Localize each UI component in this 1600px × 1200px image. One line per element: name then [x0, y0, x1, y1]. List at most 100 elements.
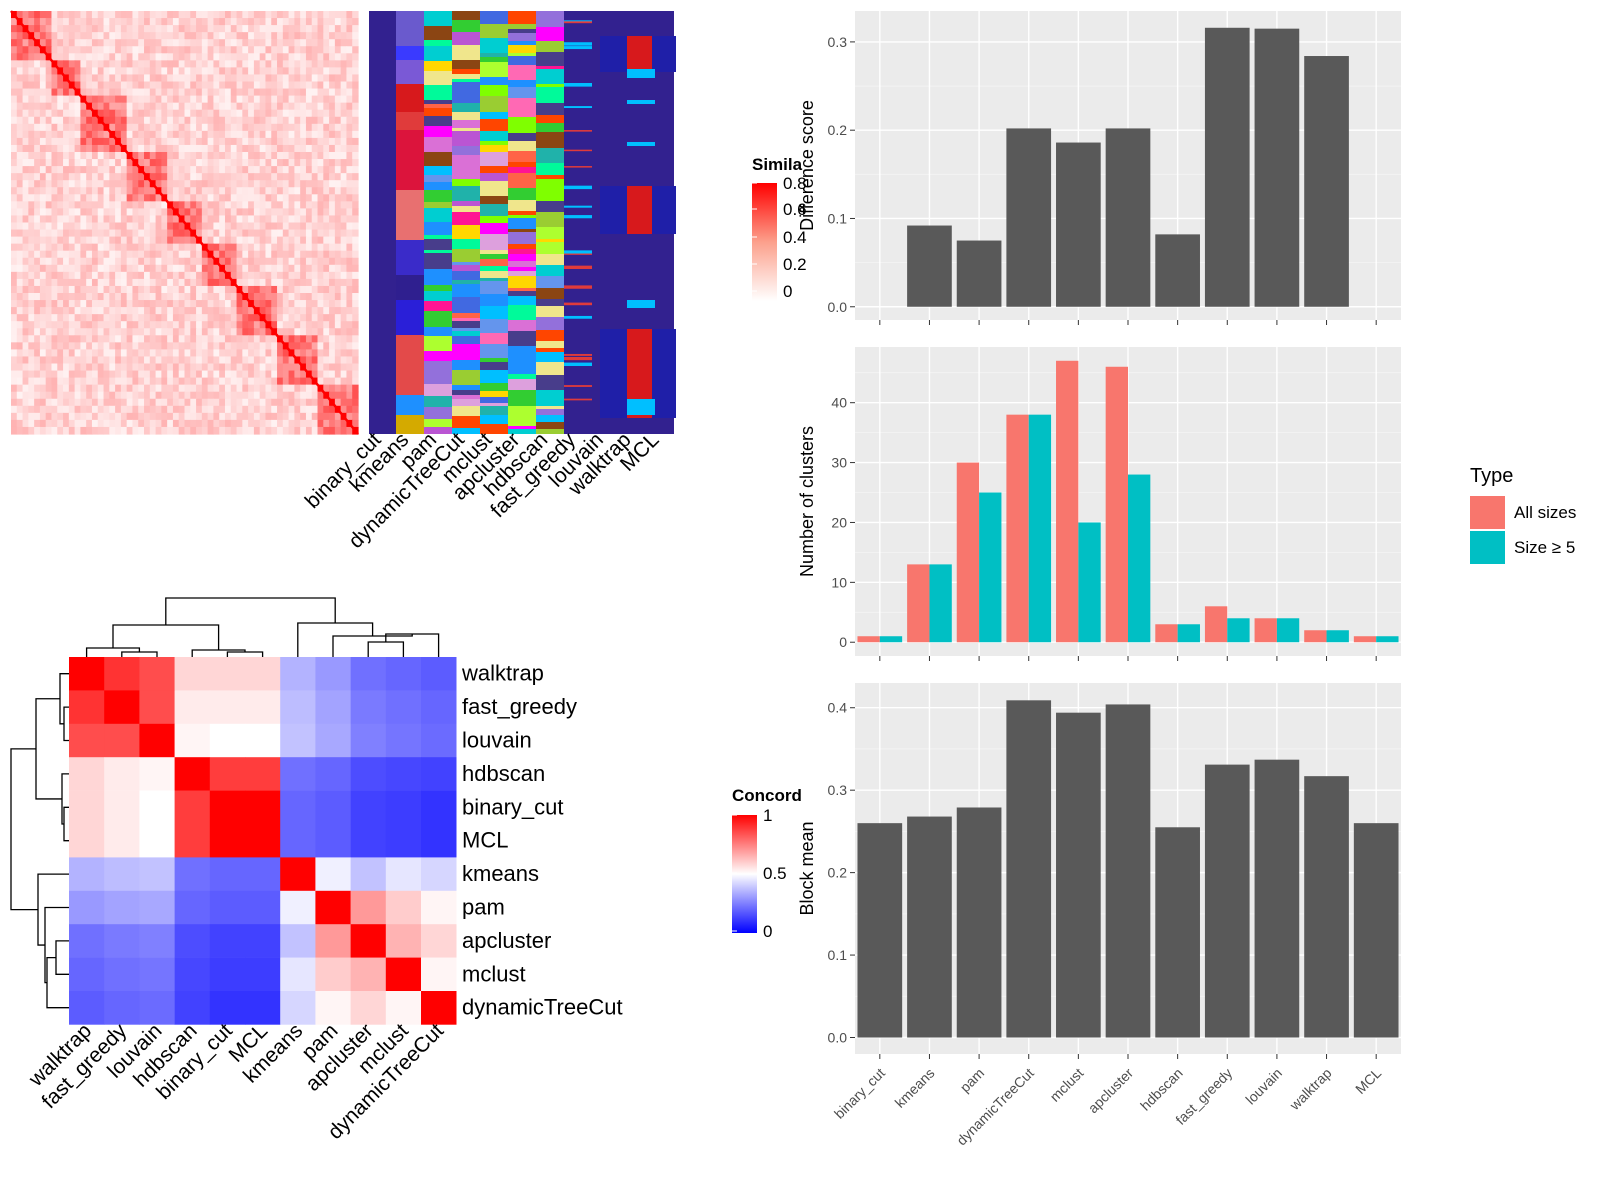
concordance-row-label-binary_cut: binary_cut — [462, 794, 564, 819]
concordance-cell — [174, 657, 211, 691]
y-tick-label: 0 — [839, 634, 847, 650]
concordance-cell — [385, 991, 422, 1025]
concordance-cell — [139, 924, 175, 958]
y-tick-label: 0.4 — [828, 700, 848, 716]
concordance-cell — [69, 957, 105, 992]
y-tick-label: 0.2 — [828, 865, 848, 881]
bar-size---5-walktrap — [1326, 630, 1349, 643]
concordance-row-label-louvain: louvain — [462, 728, 532, 753]
concordance-cell — [139, 690, 175, 725]
concordance-colorbar — [732, 815, 757, 933]
x-tick-label-kmeans: kmeans — [892, 1065, 938, 1111]
concordance-row-label-apcluster: apcluster — [462, 928, 551, 953]
concordance-cell — [69, 857, 105, 892]
concordance-cell — [280, 890, 316, 925]
concordance-cell — [350, 890, 387, 925]
concordance-cell — [69, 657, 105, 691]
y-tick-label: 0.3 — [828, 782, 848, 798]
concordance-cell — [280, 991, 316, 1025]
concordance-cell — [209, 657, 246, 691]
bar-hdbscan — [1155, 827, 1200, 1038]
concordance-tick-label: 0.5 — [763, 864, 787, 883]
bar-apcluster — [1105, 704, 1151, 1038]
concordance-row-label-pam: pam — [462, 895, 505, 920]
concordance-cell — [385, 924, 422, 958]
concordance-cell — [104, 857, 140, 892]
y-tick-label: 0.1 — [828, 210, 848, 226]
bar-walktrap — [1304, 776, 1349, 1038]
concordance-cell — [350, 991, 387, 1025]
x-tick-label-binary_cut: binary_cut — [831, 1065, 888, 1122]
concordance-cell — [139, 757, 175, 791]
concordance-row-label-hdbscan: hdbscan — [462, 761, 545, 786]
legend-label-size-ge5: Size ≥ 5 — [1514, 538, 1575, 557]
y-tick-label: 10 — [831, 574, 847, 590]
concordance-cell — [350, 723, 387, 758]
bar-binary_cut — [857, 823, 903, 1038]
concordance-cell — [245, 824, 281, 858]
concordance-cell — [139, 857, 175, 892]
concordance-cell — [104, 991, 140, 1025]
bar-all-sizes-dynamicTreeCut — [1006, 414, 1029, 643]
concordance-cell — [209, 690, 246, 725]
concordance-cell — [385, 690, 422, 725]
concordance-cell — [315, 857, 351, 892]
concordance-cell — [139, 890, 175, 925]
y-tick-label: 20 — [831, 514, 847, 530]
bar-size---5-binary_cut — [879, 636, 903, 643]
concordance-row-label-kmeans: kmeans — [462, 861, 539, 886]
concordance-cell — [209, 991, 246, 1025]
similarity-legend-title: Simila — [752, 155, 803, 174]
concordance-cell — [174, 824, 211, 858]
x-tick-label-louvain: louvain — [1242, 1065, 1285, 1108]
bar-all-sizes-hdbscan — [1155, 624, 1178, 643]
concordance-cell — [245, 890, 281, 925]
concordance-column-labels: walktrapfast_greedylouvainhdbscanbinary_… — [24, 1019, 448, 1144]
concordance-legend-title: Concord — [732, 786, 802, 805]
concordance-cell — [350, 957, 387, 992]
bar-louvain — [1254, 759, 1300, 1038]
concordance-cell — [245, 790, 281, 825]
x-tick-label-pam: pam — [957, 1065, 988, 1096]
concordance-cell — [280, 690, 316, 725]
concordance-cell — [69, 690, 105, 725]
concordance-row-label-fast_greedy: fast_greedy — [462, 694, 577, 719]
column-dendrogram — [85, 597, 440, 657]
concordance-tick-label: 1 — [763, 806, 772, 825]
concordance-cell — [385, 957, 422, 992]
concordance-cell — [245, 991, 281, 1025]
bar-size---5-pam — [979, 492, 1002, 643]
concordance-heatmap — [69, 657, 457, 1025]
concordance-cell — [421, 890, 457, 925]
bar-pam — [956, 807, 1002, 1038]
concordance-cell — [69, 824, 105, 858]
concordance-cell — [280, 924, 316, 958]
concordance-cell — [280, 790, 316, 825]
bar-all-sizes-mclust — [1056, 360, 1079, 643]
concordance-cell — [421, 790, 457, 825]
bar-mclust — [1056, 142, 1101, 307]
concordance-cell — [245, 957, 281, 992]
partition-heatmap — [369, 11, 676, 434]
similarity-tick-label: 0.8 — [783, 174, 807, 193]
concordance-cell — [174, 690, 211, 725]
concordance-tick-label: 0 — [763, 922, 772, 941]
concordance-cell — [350, 824, 387, 858]
concordance-cell — [385, 657, 422, 691]
y-axis-title: Block mean — [797, 821, 817, 915]
concordance-cell — [69, 790, 105, 825]
similarity-tick-label: 0 — [783, 282, 792, 301]
concordance-cell — [245, 657, 281, 691]
bar-size---5-apcluster — [1128, 474, 1151, 643]
concordance-cell — [174, 723, 211, 758]
concordance-cell — [139, 723, 175, 758]
concordance-cell — [209, 924, 246, 958]
concordance-cell — [104, 657, 140, 691]
x-tick-label-walktrap: walktrap — [1286, 1065, 1335, 1114]
concordance-cell — [315, 657, 351, 691]
concordance-cell — [350, 924, 387, 958]
concordance-row-label-mclust: mclust — [462, 961, 526, 986]
x-tick-label-MCL: MCL — [1352, 1065, 1384, 1097]
y-tick-label: 0.3 — [828, 34, 848, 50]
bar-size---5-hdbscan — [1177, 624, 1200, 643]
